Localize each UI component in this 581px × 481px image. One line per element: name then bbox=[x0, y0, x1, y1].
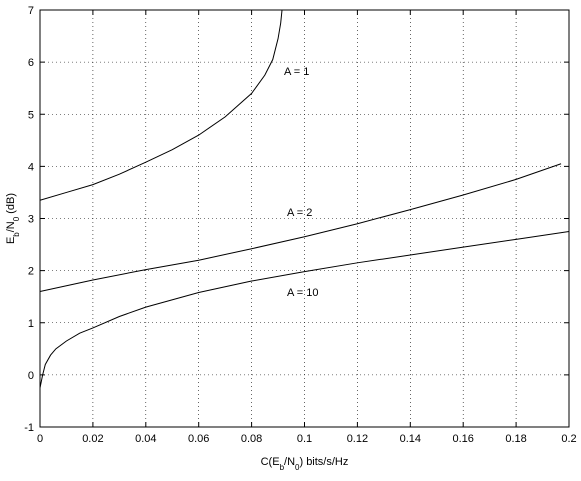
y-tick-label: 3 bbox=[28, 214, 34, 226]
x-tick-label: 0.04 bbox=[135, 433, 156, 445]
series-line bbox=[39, 231, 570, 389]
y-tick-label: 4 bbox=[28, 161, 34, 173]
x-axis-label-part: /N bbox=[284, 456, 295, 468]
x-axis-label-part: 0 bbox=[295, 463, 300, 472]
x-tick-label: 0.08 bbox=[241, 433, 262, 445]
x-tick-label: 0.14 bbox=[400, 433, 421, 445]
y-axis-label-part: 0 bbox=[12, 216, 21, 221]
x-tick-label: 0.16 bbox=[452, 433, 473, 445]
y-axis-label-part: b bbox=[12, 232, 21, 237]
series-line bbox=[39, 163, 562, 292]
x-axis-label: C(Eb/N0) bits/s/Hz bbox=[261, 456, 349, 472]
series-annotation: A = 1 bbox=[284, 66, 309, 78]
y-tick-label: 2 bbox=[28, 266, 34, 278]
series-line bbox=[39, 9, 283, 201]
y-axis-label-part: E bbox=[5, 237, 17, 244]
y-tick-label: 6 bbox=[28, 57, 34, 69]
y-tick-label: 0 bbox=[28, 370, 34, 382]
x-tick-label: 0.02 bbox=[82, 433, 103, 445]
x-tick-label: 0.12 bbox=[347, 433, 368, 445]
y-axis-label-part: /N bbox=[5, 221, 17, 232]
x-tick-label: 0 bbox=[37, 433, 43, 445]
y-axis-label-part: (dB) bbox=[5, 193, 17, 217]
x-tick-label: 0.2 bbox=[561, 433, 576, 445]
x-axis-label-part: C(E bbox=[261, 456, 280, 468]
x-tick-label: 0.18 bbox=[505, 433, 526, 445]
y-axis-label: Eb/N0 (dB) bbox=[5, 193, 21, 244]
x-axis-label-part: b bbox=[280, 463, 285, 472]
y-tick-label: 7 bbox=[28, 5, 34, 17]
x-tick-label: 0.1 bbox=[297, 433, 312, 445]
y-tick-label: 1 bbox=[28, 318, 34, 330]
x-tick-label: 0.06 bbox=[188, 433, 209, 445]
y-tick-label: 5 bbox=[28, 109, 34, 121]
x-axis-label-part: ) bits/s/Hz bbox=[299, 456, 348, 468]
series-annotation: A = 10 bbox=[287, 287, 319, 299]
series-annotation: A = 2 bbox=[287, 207, 312, 219]
y-tick-label: -1 bbox=[24, 422, 34, 434]
plot-frame bbox=[39, 9, 570, 428]
